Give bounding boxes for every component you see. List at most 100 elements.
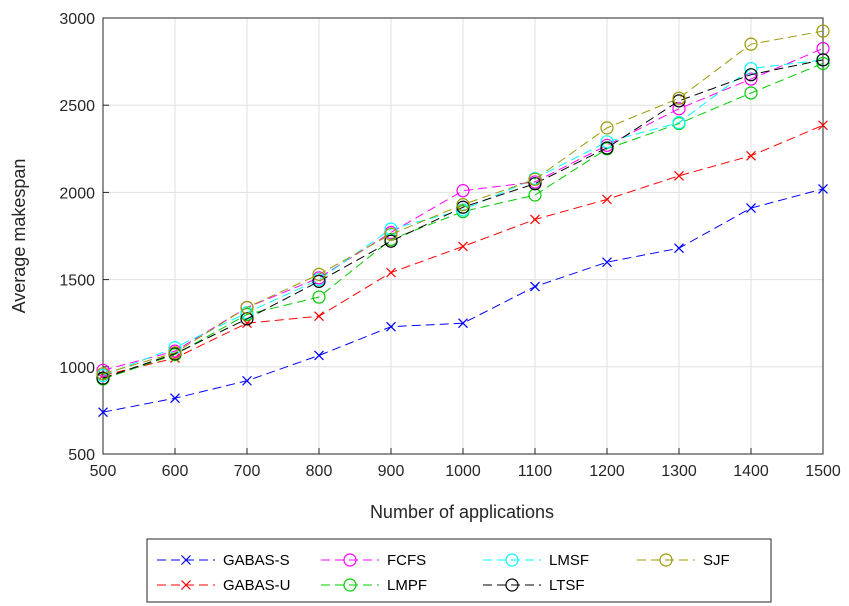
data-point (818, 183, 828, 194)
data-point (746, 150, 756, 161)
y-tick-label: 2500 (59, 98, 95, 115)
legend-item-2: GABAS-U (157, 577, 291, 594)
series-line (102, 62, 824, 380)
marker-stroke (530, 214, 540, 225)
legend-item-4: LMPF (321, 577, 427, 594)
data-point (528, 172, 542, 186)
data-point (386, 321, 396, 332)
x-tick-label: 1300 (661, 463, 697, 480)
data-point (746, 203, 756, 214)
data-point (312, 290, 326, 304)
y-tick-label: 1000 (59, 360, 95, 377)
data-point (672, 91, 686, 105)
legend-item-5: LMSF (483, 552, 589, 569)
series-1 (98, 183, 828, 418)
legend-marker (181, 555, 191, 565)
legend-label: LTSF (549, 577, 585, 594)
data-point (744, 68, 758, 82)
data-point (602, 257, 612, 268)
legend-item-3: FCFS (321, 552, 426, 569)
data-point (600, 121, 614, 135)
data-point (168, 346, 182, 360)
marker-stroke (242, 375, 252, 386)
legend-marker (505, 553, 519, 567)
data-point (314, 311, 324, 322)
data-point (528, 188, 542, 202)
data-point (674, 170, 684, 181)
marker-stroke (314, 311, 324, 322)
marker-stroke (181, 580, 191, 590)
legend-label: LMSF (549, 552, 589, 569)
y-tick-label: 1500 (59, 273, 95, 290)
series-line (102, 30, 824, 375)
legend-label: FCFS (387, 552, 426, 569)
legend-marker (343, 578, 357, 592)
legend-item-1: GABAS-S (157, 552, 290, 569)
legend-label: LMPF (387, 577, 427, 594)
legend-label: GABAS-U (223, 577, 291, 594)
data-point (456, 184, 470, 198)
data-point (96, 367, 110, 381)
data-point (816, 41, 830, 56)
marker-stroke (602, 257, 612, 268)
data-point (744, 37, 758, 51)
marker-stroke (386, 267, 396, 278)
marker-stroke (181, 555, 191, 565)
x-tick-label: 1500 (805, 463, 841, 480)
x-axis-label: Number of applications (370, 502, 554, 522)
data-point (240, 300, 254, 315)
x-tick-label: 700 (234, 463, 261, 480)
data-point (818, 120, 828, 131)
data-point (674, 243, 684, 254)
data-point (96, 371, 110, 385)
marker-stroke (746, 150, 756, 161)
y-axis-label: Average makespan (9, 159, 29, 314)
data-point (240, 312, 254, 326)
x-tick-label: 900 (378, 463, 405, 480)
data-point (816, 24, 830, 38)
y-tick-label: 2000 (59, 185, 95, 202)
x-tick-label: 1200 (589, 463, 625, 480)
legend-item-6: LTSF (483, 577, 585, 594)
marker-stroke (674, 170, 684, 181)
data-point (816, 56, 830, 70)
series-line (102, 59, 824, 376)
marker-stroke (458, 318, 468, 329)
legend-marker (343, 553, 357, 567)
data-point (98, 407, 108, 418)
data-point (312, 267, 326, 281)
data-point (744, 72, 758, 86)
marker-stroke (530, 281, 540, 292)
data-point (600, 135, 614, 149)
series-line (102, 124, 824, 377)
y-tick-label: 500 (68, 447, 95, 464)
grid (102, 17, 824, 455)
series-7 (96, 24, 830, 381)
data-point (672, 102, 686, 116)
data-point (458, 241, 468, 252)
legend-marker (181, 580, 191, 590)
legend-box (146, 538, 772, 603)
data-point (816, 53, 830, 67)
data-point (528, 177, 542, 191)
marker-stroke (458, 241, 468, 252)
legend-label: SJF (703, 552, 730, 569)
data-point (458, 318, 468, 329)
data-point (170, 393, 180, 404)
legend-marker (659, 553, 673, 567)
marker-stroke (602, 194, 612, 205)
data-point (602, 194, 612, 205)
y-tick-label: 3000 (59, 11, 95, 28)
data-point (312, 274, 326, 288)
marker-stroke (170, 393, 180, 404)
marker-stroke (746, 203, 756, 214)
data-point (384, 234, 398, 248)
axis-ticks: 500 600 700 800 900 1000 1100 1200 1300 1400 1500 5… (59, 11, 840, 480)
series-line (102, 59, 824, 379)
marker-stroke (674, 243, 684, 254)
data-point (384, 227, 398, 241)
data-point (386, 267, 396, 278)
legend: GABAS-S FCFS LMSF SJF GABAS-U LMPF LTSF (146, 538, 772, 603)
marker-stroke (818, 183, 828, 194)
x-tick-label: 500 (90, 463, 117, 480)
